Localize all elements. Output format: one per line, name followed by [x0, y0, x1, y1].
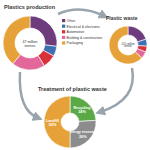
legend-entry: Electrical & electronic — [67, 25, 101, 29]
flow-arrow — [20, 72, 38, 118]
center-label: 24.5 milliontonnes — [121, 42, 135, 49]
legend-swatch — [62, 25, 65, 28]
flow-arrow — [58, 9, 104, 16]
donut-slice: Electrical & electronic — [138, 39, 147, 46]
donut-slice: Packaging — [109, 26, 142, 64]
legend-swatch — [62, 19, 65, 22]
donut-slice: Recycling — [70, 96, 96, 121]
data-label: 26% — [79, 135, 87, 139]
chart-title: Plastic waste — [106, 15, 138, 21]
chart-title: Treatment of plastic waste — [38, 86, 107, 92]
legend-swatch — [62, 36, 65, 39]
legend-swatch — [62, 41, 65, 44]
chart-title: Plastics production — [4, 4, 56, 10]
data-label-category: Landfill — [46, 119, 59, 123]
data-label-category: Recycling — [73, 106, 90, 110]
legend-entry: Packaging — [67, 41, 83, 45]
figure: Plastics productionOtherElectrical & ele… — [0, 0, 150, 150]
donut-slice: Other — [128, 26, 146, 42]
data-label: 50% — [49, 123, 57, 127]
data-label: 24% — [78, 110, 86, 114]
donut-chart: Treatment of plastic wasteRecyclingRecyc… — [38, 86, 107, 148]
donut-chart: Plastics production Other Electrical & ele… — [3, 4, 102, 70]
legend-entry: Other — [67, 19, 77, 23]
donut-slice: Landfill — [44, 96, 70, 148]
center-label: 47 milliontonnes — [22, 40, 37, 48]
legend-entry: Automotive — [67, 30, 85, 34]
legend-entry: Building & construction — [67, 36, 103, 40]
center-label-line: tonnes — [124, 44, 132, 48]
data-label-category: Energy recovery — [69, 130, 97, 134]
center-label-line: tonnes — [25, 44, 36, 48]
donut-chart: Plastic waste OtherElectrical & electroni… — [106, 15, 147, 64]
legend-swatch — [62, 30, 65, 33]
